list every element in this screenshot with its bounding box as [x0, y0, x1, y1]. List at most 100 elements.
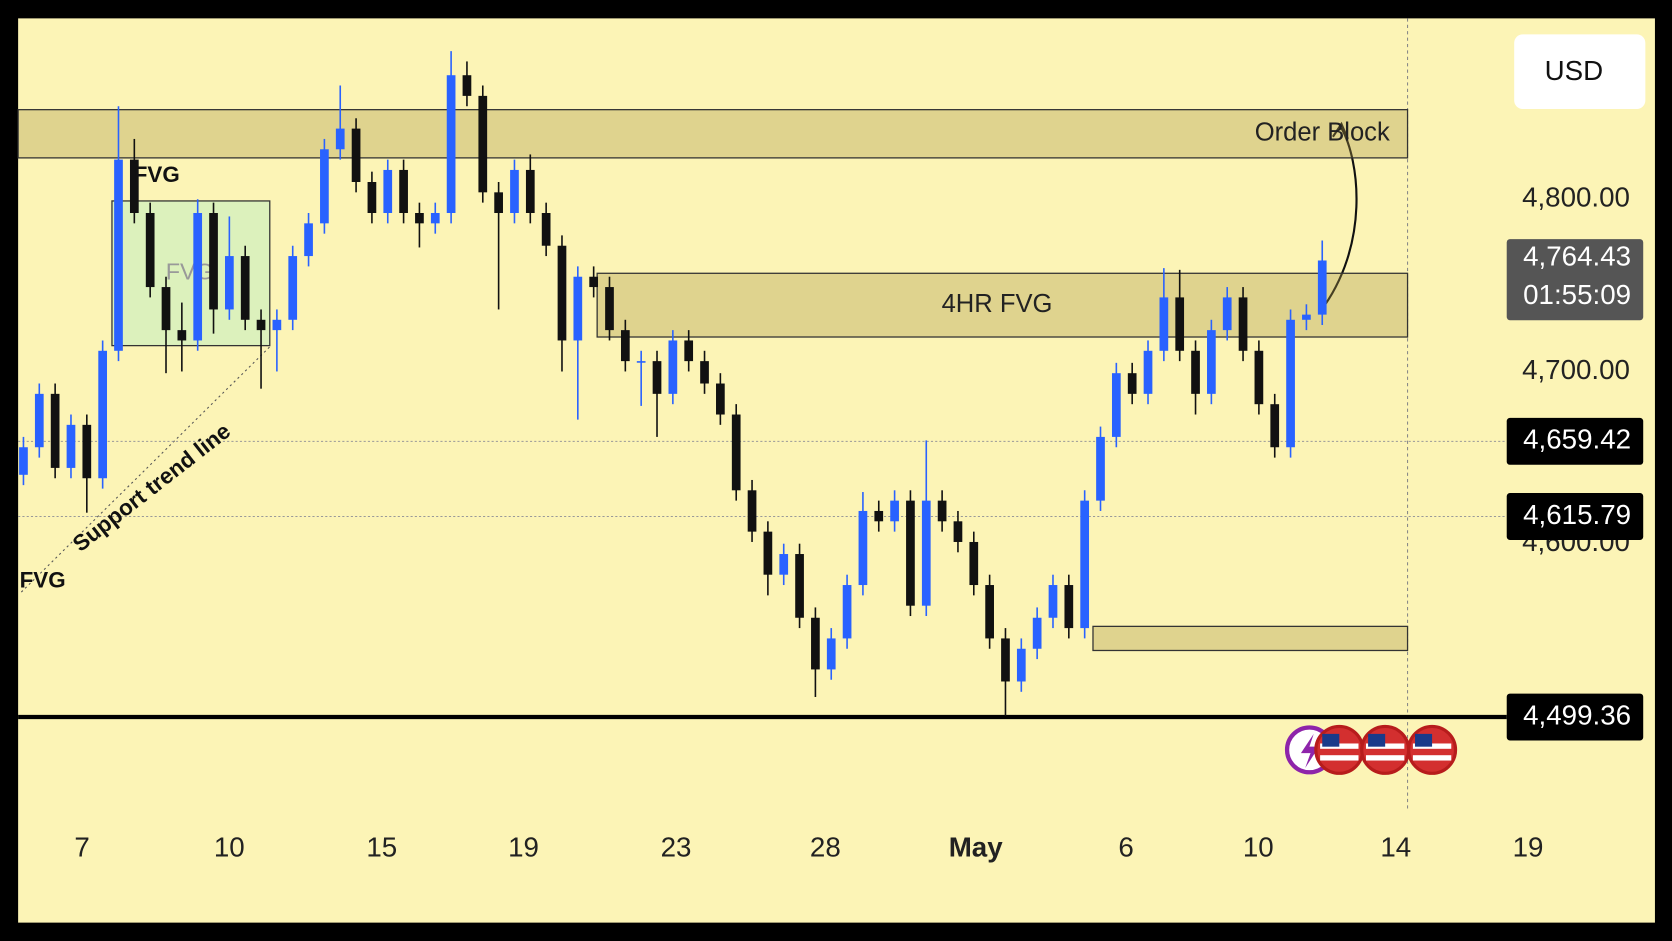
candle-body	[1302, 314, 1311, 320]
candle-body	[1222, 297, 1232, 331]
candle-body	[605, 287, 614, 331]
candle-body	[66, 424, 76, 468]
candle-body	[1191, 350, 1200, 394]
candle-body	[842, 585, 852, 639]
countdown: 01:55:09	[1523, 279, 1631, 310]
candle-body	[1317, 260, 1327, 315]
price-tag	[1506, 693, 1644, 741]
x-tick-label: 28	[810, 831, 841, 862]
candle-body	[1048, 585, 1058, 618]
flag-icon[interactable]	[1407, 724, 1458, 775]
x-tick-label: 14	[1380, 831, 1411, 862]
candle-body	[1143, 350, 1153, 394]
candle-body	[462, 75, 472, 96]
price-tag-label: 4,659.42	[1523, 424, 1631, 455]
candle-body	[525, 169, 535, 214]
candle-body	[1238, 297, 1248, 351]
x-tick-label: 15	[366, 831, 397, 862]
candle-body	[1127, 373, 1137, 394]
zone	[596, 272, 1409, 338]
candle-body	[668, 340, 678, 394]
price-tag	[1506, 493, 1644, 540]
candle-body	[906, 500, 915, 606]
flag-canton	[1368, 733, 1386, 747]
currency-box[interactable]	[1514, 34, 1646, 110]
candle-body	[320, 149, 329, 224]
candle-body	[415, 213, 424, 224]
annotation: FVG	[134, 162, 180, 187]
candle-body	[921, 500, 931, 606]
candle-body	[1032, 617, 1042, 649]
candle-body	[335, 128, 345, 150]
flag-stripe	[1320, 755, 1359, 761]
candle-body	[1001, 638, 1010, 682]
candle-body	[779, 554, 789, 575]
candle-body	[636, 361, 646, 363]
zone-label: FVG	[166, 258, 214, 284]
candle-body	[826, 638, 836, 670]
candle-body	[795, 554, 804, 618]
flag-icon[interactable]	[1314, 724, 1365, 775]
candle-body	[19, 447, 28, 475]
candle-body	[98, 350, 108, 479]
price-tag	[1506, 417, 1644, 465]
x-tick-label: 10	[214, 831, 245, 862]
zone-label: Order Block	[1255, 119, 1390, 147]
candle-body	[193, 213, 203, 341]
event-icons[interactable]	[1284, 724, 1458, 775]
candle-body	[256, 319, 266, 331]
y-tick-label: 4,800.00	[1522, 182, 1630, 213]
candle-body	[272, 319, 282, 331]
candle-body	[937, 500, 947, 522]
candle-body	[1111, 373, 1121, 437]
candle-body	[684, 340, 694, 362]
arrow	[1319, 127, 1358, 313]
candle-body	[129, 159, 139, 214]
candle-body	[573, 276, 583, 341]
annotation: FVG	[20, 567, 66, 592]
candle-body	[430, 213, 440, 224]
candle-body	[240, 256, 250, 320]
candle-body	[557, 245, 567, 341]
candle-body	[1096, 436, 1105, 501]
zone-label: 4HR FVG	[942, 290, 1053, 318]
price-tag-label: 4,615.79	[1523, 499, 1631, 530]
candle-body	[209, 213, 218, 310]
x-tick-label: 19	[1513, 831, 1544, 862]
candle-body	[145, 213, 155, 288]
candle-body	[1080, 500, 1090, 629]
candle-body	[383, 169, 393, 214]
zone	[1092, 625, 1409, 652]
x-tick-label: 6	[1118, 831, 1133, 862]
last-price-label: 4,764.43	[1523, 241, 1631, 272]
candle-body	[1254, 350, 1264, 405]
candle-body	[763, 531, 773, 575]
candle-body	[161, 287, 171, 331]
candle-body	[1175, 297, 1185, 351]
arrow-head	[1332, 121, 1349, 140]
candle-body	[114, 159, 123, 351]
x-tick-label: 10	[1243, 831, 1274, 862]
flag-stripe	[1412, 755, 1452, 761]
candle-body	[367, 182, 377, 214]
candle-body	[34, 393, 44, 448]
zone	[111, 200, 271, 347]
currency: USD	[1545, 55, 1604, 86]
flag-canton	[1415, 733, 1433, 747]
flag-stripe	[1365, 755, 1405, 761]
candle-body	[478, 95, 488, 193]
candle-body	[747, 490, 757, 532]
candle-body	[874, 510, 884, 522]
flag-icon[interactable]	[1360, 724, 1411, 775]
candle-body	[700, 361, 709, 384]
candle-body	[494, 192, 503, 214]
candle-body	[890, 500, 899, 522]
flag-canton	[1322, 733, 1340, 747]
y-tick-label: 4,700.00	[1522, 354, 1630, 385]
candle-body	[510, 169, 519, 214]
candle-body	[985, 585, 994, 639]
candle-body	[1207, 330, 1216, 394]
candle-body	[1064, 585, 1074, 629]
